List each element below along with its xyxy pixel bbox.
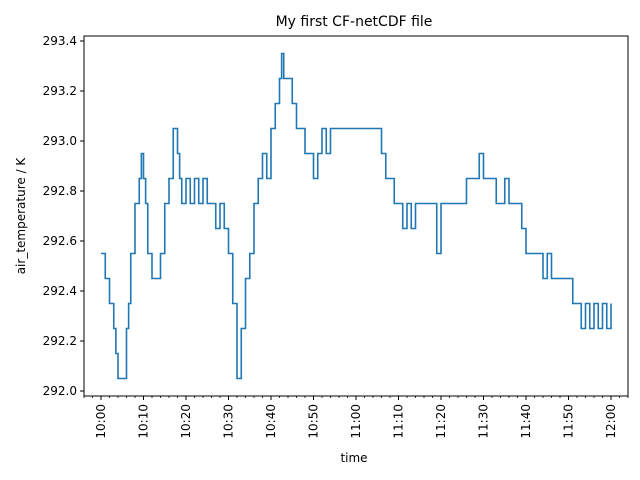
x-tick-label: 11:30 bbox=[477, 404, 491, 439]
y-tick-label: 292.6 bbox=[43, 234, 77, 248]
y-tick-label: 293.4 bbox=[43, 34, 77, 48]
x-tick-label: 11:50 bbox=[562, 404, 576, 439]
y-tick-label: 293.2 bbox=[43, 84, 77, 98]
x-tick-label: 11:40 bbox=[519, 404, 533, 439]
x-tick-label: 11:00 bbox=[349, 404, 363, 439]
y-tick-label: 292.4 bbox=[43, 284, 77, 298]
y-tick-label: 292.0 bbox=[43, 384, 77, 398]
x-tick-label: 10:30 bbox=[222, 404, 236, 439]
x-tick-label: 11:10 bbox=[392, 404, 406, 439]
x-tick-label: 10:20 bbox=[179, 404, 193, 439]
y-axis: 292.0 292.2 292.4 292.6 292.8 293.0 293.2 293.4 bbox=[43, 34, 84, 398]
x-tick-label: 11:20 bbox=[434, 404, 448, 439]
chart-title: My first CF-netCDF file bbox=[276, 14, 433, 30]
x-tick-label: 12:00 bbox=[604, 404, 618, 439]
y-tick-label: 292.8 bbox=[43, 184, 77, 198]
x-axis-label: time bbox=[340, 451, 367, 465]
y-tick-label: 292.2 bbox=[43, 334, 77, 348]
x-tick-label: 10:00 bbox=[94, 404, 108, 439]
plot-area bbox=[83, 35, 629, 397]
series-layer bbox=[101, 52, 612, 380]
series-line-0 bbox=[101, 52, 612, 380]
x-tick-label: 10:50 bbox=[307, 404, 321, 439]
y-tick-label: 293.0 bbox=[43, 134, 77, 148]
x-tick-label: 10:10 bbox=[137, 404, 151, 439]
x-axis: 10:00 10:10 10:20 10:30 10:40 10:50 11:00 11:10… bbox=[83, 396, 629, 439]
x-tick-label: 10:40 bbox=[264, 404, 278, 439]
y-axis-label: air_temperature / K bbox=[14, 157, 28, 275]
